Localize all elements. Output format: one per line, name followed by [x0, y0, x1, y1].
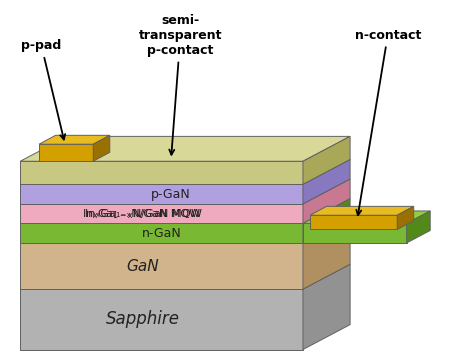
Polygon shape: [303, 264, 350, 349]
Text: p-GaN: p-GaN: [151, 188, 191, 201]
Polygon shape: [20, 223, 303, 243]
Polygon shape: [310, 206, 414, 215]
Polygon shape: [20, 159, 350, 184]
Polygon shape: [303, 159, 350, 204]
Polygon shape: [20, 204, 303, 223]
Polygon shape: [310, 215, 397, 229]
Polygon shape: [20, 179, 350, 204]
Polygon shape: [93, 135, 110, 161]
Polygon shape: [303, 136, 350, 184]
Polygon shape: [20, 136, 350, 161]
Text: In$_x$Ga$_{1-x}$N/GaN MQW: In$_x$Ga$_{1-x}$N/GaN MQW: [82, 207, 203, 221]
Text: InₓGa₁₋ₓN/GaN MQW: InₓGa₁₋ₓN/GaN MQW: [85, 209, 201, 219]
Polygon shape: [39, 135, 110, 144]
Polygon shape: [303, 199, 350, 243]
Text: n-GaN: n-GaN: [142, 227, 182, 240]
Polygon shape: [39, 144, 93, 161]
Polygon shape: [397, 206, 414, 229]
Text: semi-
transparent
p-contact: semi- transparent p-contact: [139, 14, 222, 155]
Polygon shape: [20, 289, 303, 349]
Text: n-contact: n-contact: [355, 29, 421, 215]
Text: p-pad: p-pad: [21, 39, 65, 140]
Polygon shape: [303, 218, 350, 289]
Polygon shape: [20, 243, 303, 289]
Polygon shape: [20, 199, 350, 223]
Polygon shape: [303, 211, 430, 223]
Text: Sapphire: Sapphire: [106, 310, 180, 328]
Polygon shape: [20, 161, 303, 184]
Polygon shape: [20, 184, 303, 204]
Polygon shape: [20, 218, 350, 243]
Text: GaN: GaN: [127, 258, 159, 274]
Polygon shape: [20, 264, 350, 289]
Polygon shape: [303, 223, 407, 243]
Polygon shape: [303, 179, 350, 223]
Polygon shape: [407, 211, 430, 243]
